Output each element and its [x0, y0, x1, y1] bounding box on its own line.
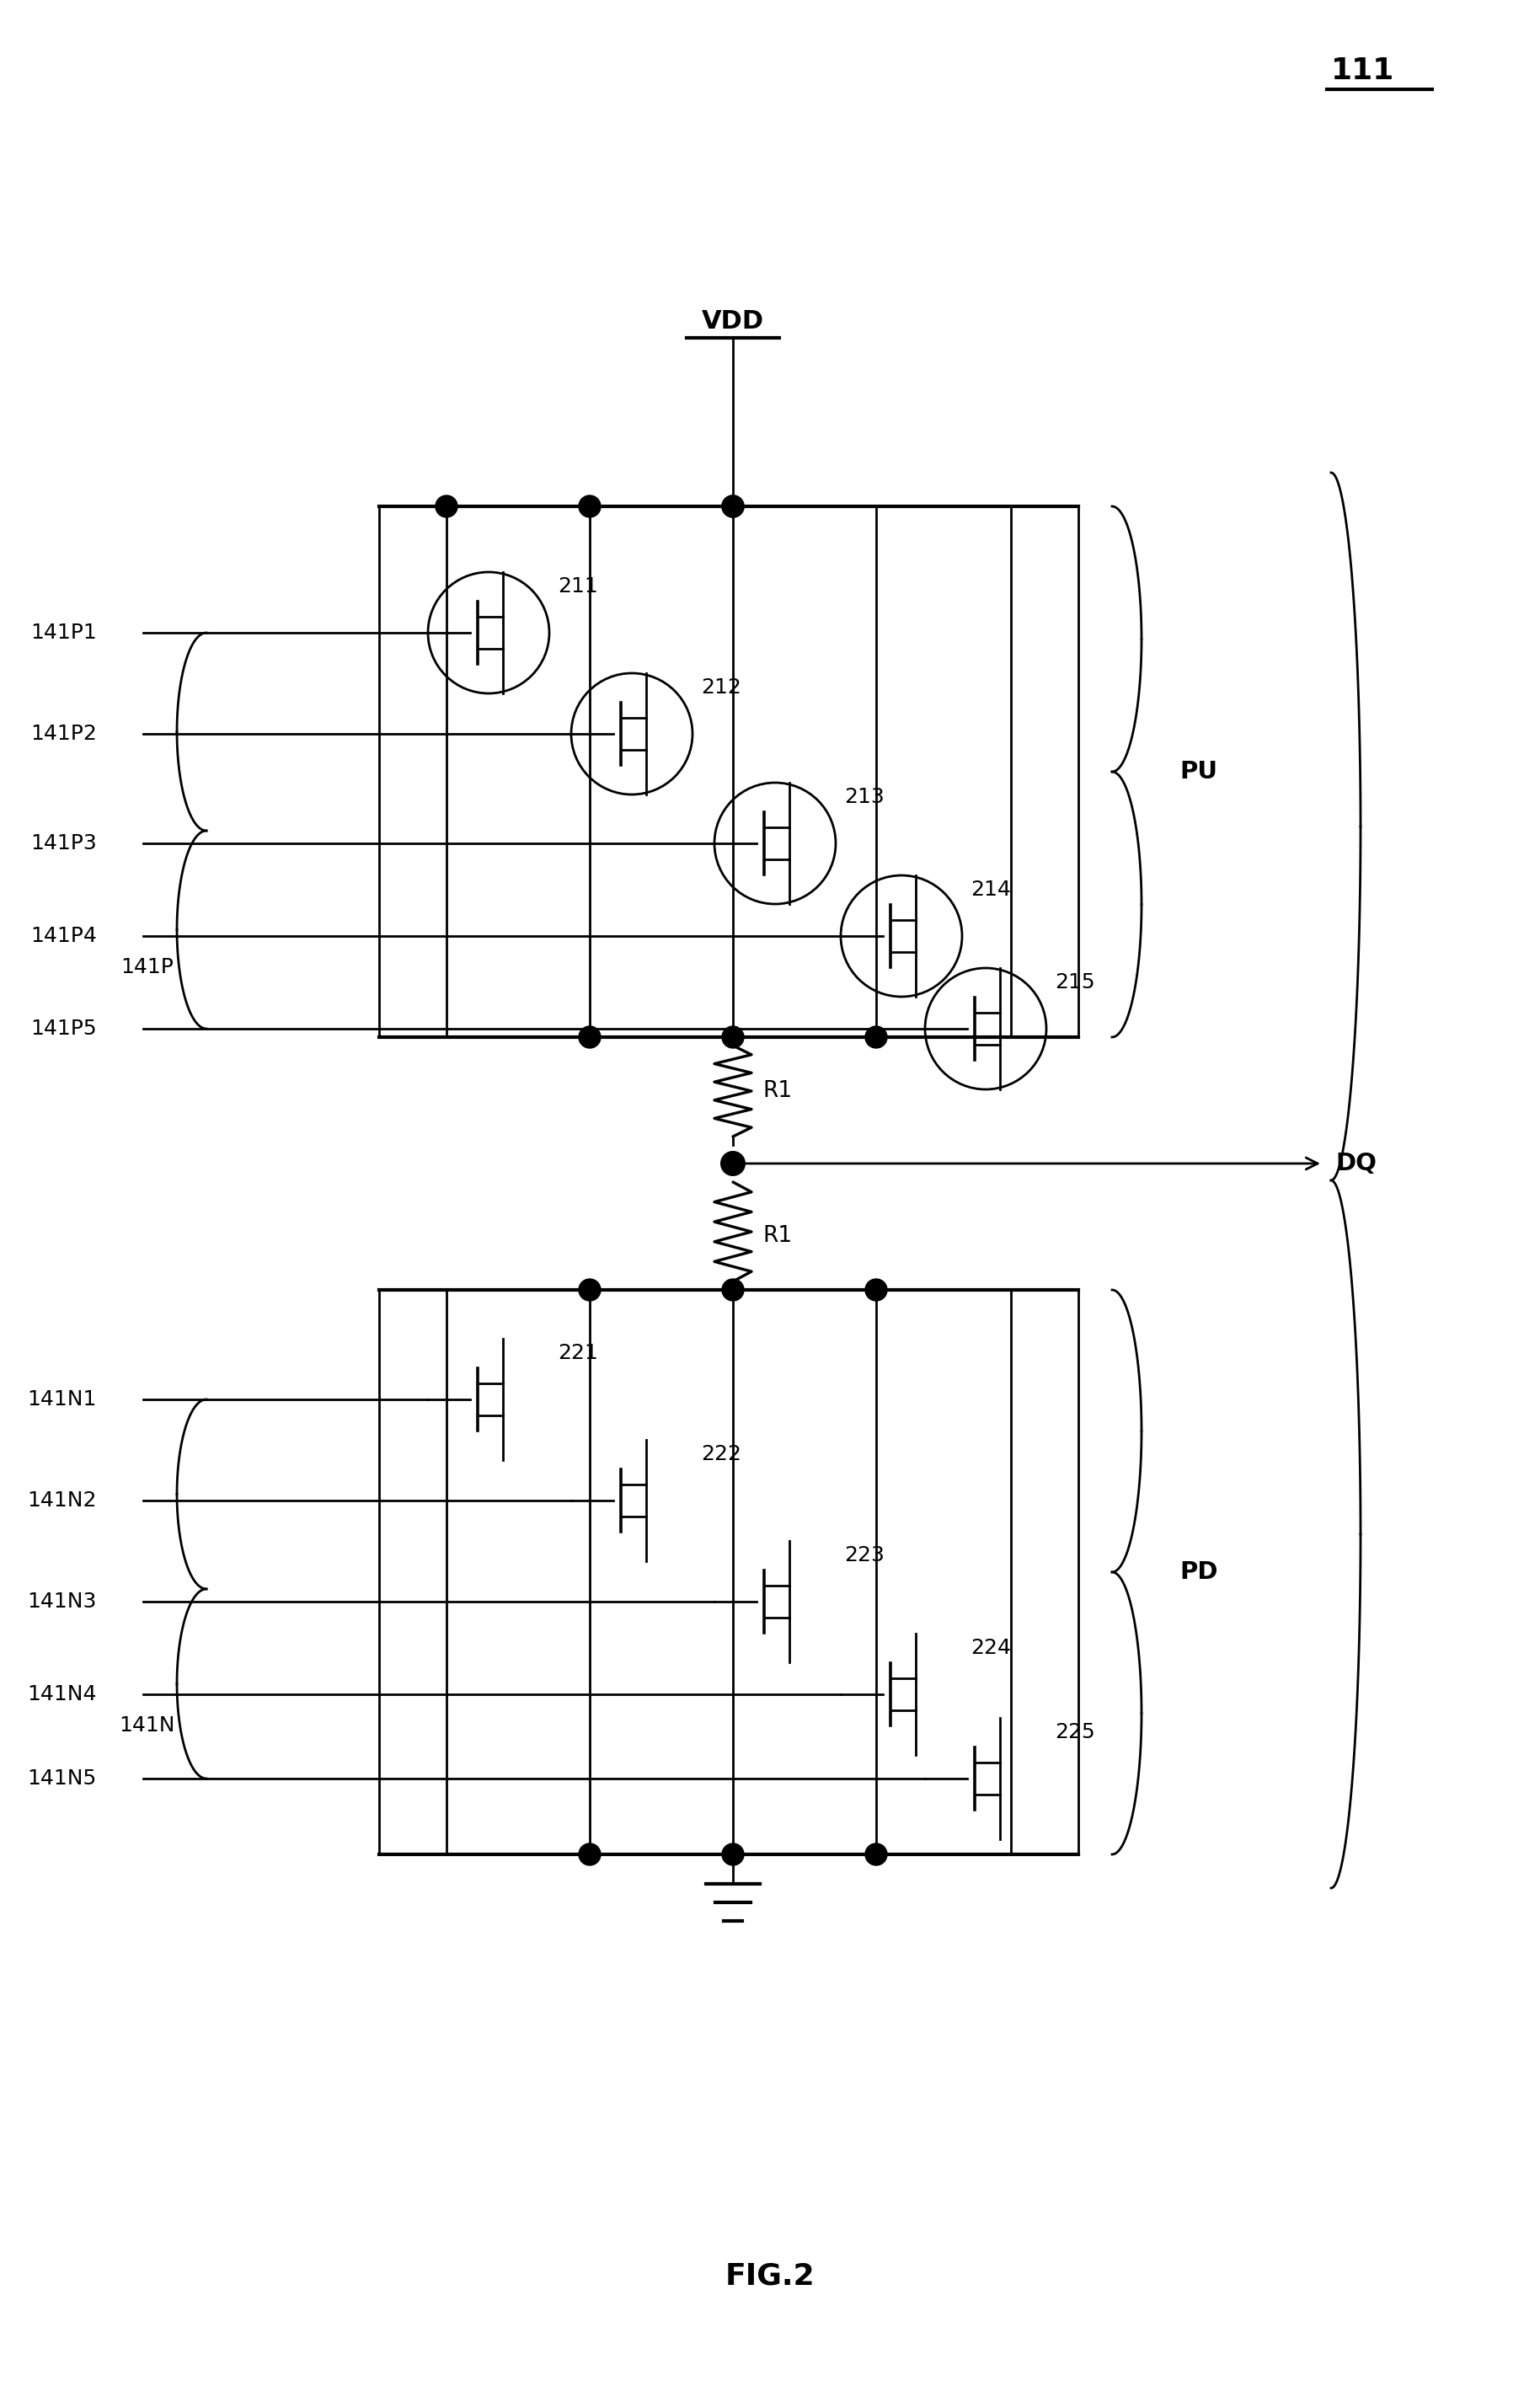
Text: 141N3: 141N3: [28, 1593, 97, 1612]
Circle shape: [436, 495, 457, 516]
Text: R1: R1: [762, 1225, 792, 1247]
Text: 141N4: 141N4: [28, 1684, 97, 1705]
Text: VDD: VDD: [702, 310, 764, 334]
Circle shape: [722, 1842, 744, 1866]
Text: 225: 225: [1055, 1722, 1095, 1741]
Text: 141N5: 141N5: [28, 1768, 97, 1789]
Text: 213: 213: [844, 788, 884, 807]
Circle shape: [722, 1026, 744, 1047]
Circle shape: [865, 1278, 887, 1302]
Circle shape: [865, 1842, 887, 1866]
Circle shape: [579, 1026, 601, 1047]
Circle shape: [579, 495, 601, 516]
Text: 221: 221: [557, 1343, 598, 1362]
Text: 111: 111: [1331, 58, 1395, 84]
Text: DQ: DQ: [1335, 1151, 1377, 1175]
Circle shape: [722, 495, 744, 516]
Text: 141P3: 141P3: [31, 833, 97, 853]
Text: 224: 224: [970, 1638, 1010, 1657]
Text: 141P2: 141P2: [31, 723, 97, 745]
Text: 141P5: 141P5: [31, 1018, 97, 1038]
Text: 141N: 141N: [120, 1715, 176, 1737]
Text: 141P4: 141P4: [31, 925, 97, 946]
Circle shape: [579, 1842, 601, 1866]
Text: 211: 211: [557, 576, 598, 596]
Text: PU: PU: [1180, 759, 1217, 783]
Text: 215: 215: [1055, 973, 1095, 992]
Text: 214: 214: [970, 879, 1010, 901]
Text: PD: PD: [1180, 1561, 1218, 1583]
Text: FIG.2: FIG.2: [725, 2260, 815, 2289]
Text: 223: 223: [844, 1544, 884, 1566]
Text: 212: 212: [701, 677, 741, 697]
Text: 141N1: 141N1: [28, 1388, 97, 1410]
Circle shape: [579, 1278, 601, 1302]
Circle shape: [722, 495, 744, 516]
Circle shape: [865, 1026, 887, 1047]
Text: R1: R1: [762, 1081, 792, 1103]
Circle shape: [721, 1151, 745, 1175]
Text: 222: 222: [701, 1444, 741, 1465]
Circle shape: [722, 1278, 744, 1302]
Text: 141P: 141P: [122, 956, 174, 978]
Text: 141N2: 141N2: [28, 1489, 97, 1511]
Text: 141P1: 141P1: [31, 622, 97, 644]
